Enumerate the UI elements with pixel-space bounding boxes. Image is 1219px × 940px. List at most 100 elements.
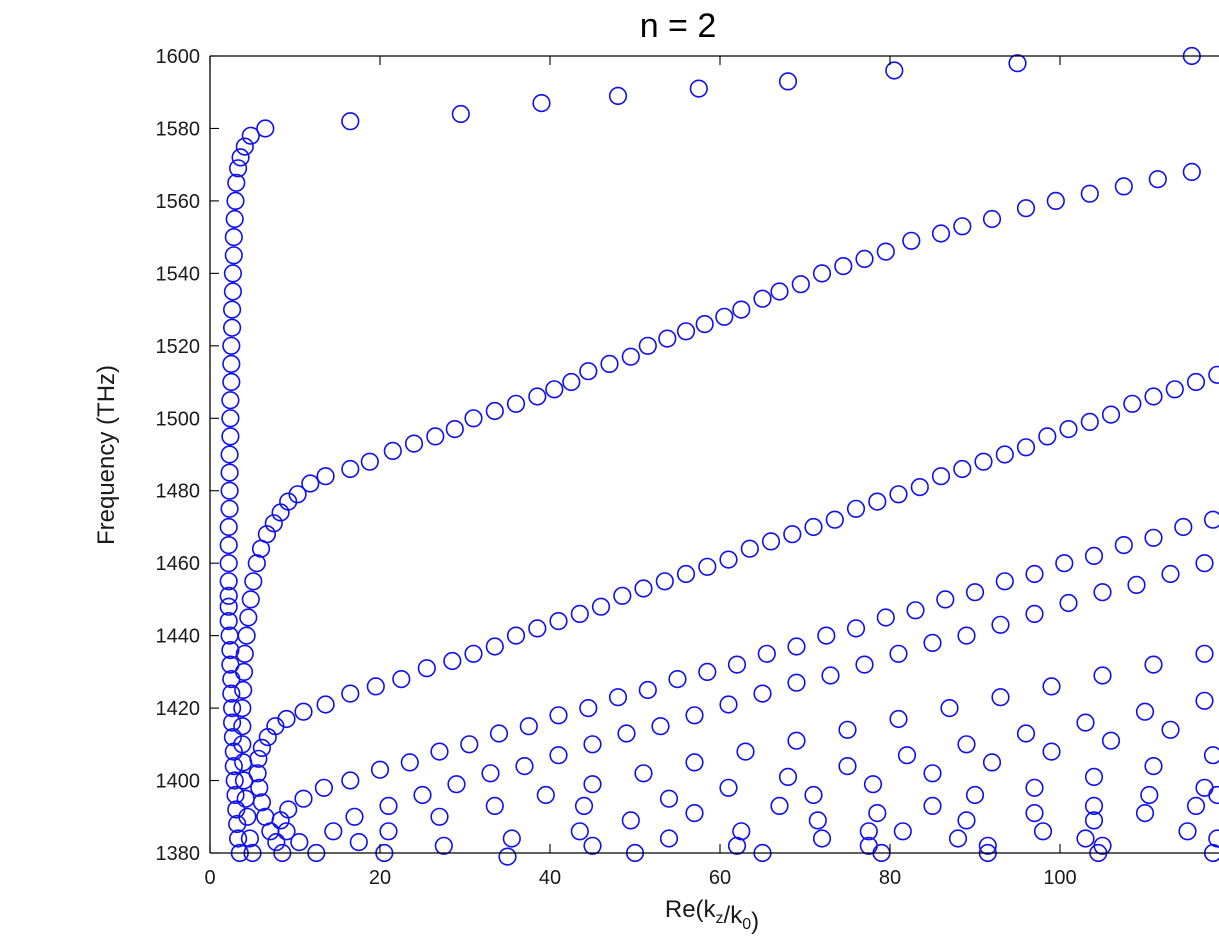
data-point [1042, 677, 1061, 696]
data-point [676, 322, 696, 341]
data-point [221, 391, 240, 410]
data-point [906, 601, 925, 620]
data-point [301, 474, 320, 493]
data-point [314, 778, 334, 797]
data-point [506, 394, 526, 413]
data-point [223, 713, 242, 732]
data-point [400, 753, 419, 772]
data-point [778, 72, 798, 91]
data-point [936, 590, 955, 609]
data-point [923, 633, 942, 653]
data-point [1080, 412, 1099, 432]
data-point [249, 749, 268, 768]
data-point [1025, 564, 1044, 584]
data-point [570, 822, 589, 841]
data-point [1080, 184, 1099, 203]
data-point [579, 698, 598, 718]
data-point [1195, 778, 1214, 797]
data-point [502, 829, 521, 848]
chart-title: n = 2 [640, 7, 717, 45]
data-point [698, 662, 717, 682]
data-point [685, 803, 704, 823]
data-point [464, 644, 483, 663]
data-point [248, 764, 267, 783]
data-point [277, 822, 296, 841]
data-point [1208, 785, 1219, 805]
data-point [634, 579, 653, 598]
data-point [219, 597, 238, 616]
data-point [241, 126, 260, 145]
data-point [464, 409, 483, 428]
data-point [1195, 554, 1214, 573]
data-point [676, 564, 696, 584]
y-tick-label: 1500 [156, 408, 201, 430]
data-point [549, 611, 568, 631]
plot-area [219, 46, 1219, 866]
data-point [1127, 575, 1146, 595]
data-point [562, 372, 581, 392]
data-point [834, 257, 853, 276]
data-point [1174, 517, 1193, 537]
data-point [685, 706, 704, 725]
data-point [591, 597, 611, 616]
y-tick-label: 1600 [156, 46, 201, 68]
data-point [897, 746, 917, 765]
data-point [267, 832, 286, 852]
data-point [583, 836, 602, 855]
data-point [863, 775, 883, 794]
data-point [1178, 822, 1197, 841]
data-point [549, 706, 568, 725]
data-point [316, 695, 335, 714]
data-point [957, 735, 976, 754]
data-point [224, 228, 243, 247]
data-point [923, 764, 942, 783]
data-point [481, 764, 500, 783]
data-point [426, 427, 445, 446]
data-point [223, 698, 242, 718]
data-point [1025, 778, 1044, 797]
data-point [222, 372, 241, 392]
data-point [219, 572, 238, 591]
data-point [256, 119, 275, 138]
data-point [1123, 394, 1142, 413]
data-point [1084, 796, 1104, 816]
data-point [443, 651, 462, 671]
data-point [846, 619, 866, 638]
data-point [485, 401, 504, 421]
data-point [812, 264, 832, 283]
data-point [1059, 593, 1078, 613]
data-point [223, 264, 242, 283]
data-point [965, 785, 985, 805]
data-point [715, 307, 734, 326]
y-tick-label: 1520 [156, 336, 201, 358]
data-point [876, 242, 895, 261]
data-point [579, 362, 598, 381]
data-point [250, 778, 269, 797]
data-point [719, 550, 738, 569]
data-point [1084, 767, 1104, 787]
data-point [659, 789, 679, 808]
data-point [341, 459, 360, 479]
data-point [889, 644, 908, 663]
data-point [383, 441, 402, 461]
data-point [757, 644, 776, 663]
data-point [1016, 724, 1036, 743]
data-point [1033, 822, 1053, 841]
data-point [434, 836, 453, 855]
data-point [1016, 438, 1036, 457]
data-point [658, 329, 677, 348]
data-point [1182, 162, 1201, 181]
data-point [366, 677, 385, 696]
data-point [485, 637, 504, 656]
data-point [225, 209, 244, 229]
data-point [1055, 554, 1074, 573]
data-point [1140, 785, 1159, 805]
data-point [219, 517, 238, 537]
data-point [1195, 644, 1214, 663]
y-tick-label: 1580 [156, 118, 201, 140]
data-point [549, 746, 568, 765]
data-point [220, 463, 239, 482]
data-point [931, 224, 951, 243]
data-point [583, 735, 602, 754]
data-point [341, 112, 360, 131]
